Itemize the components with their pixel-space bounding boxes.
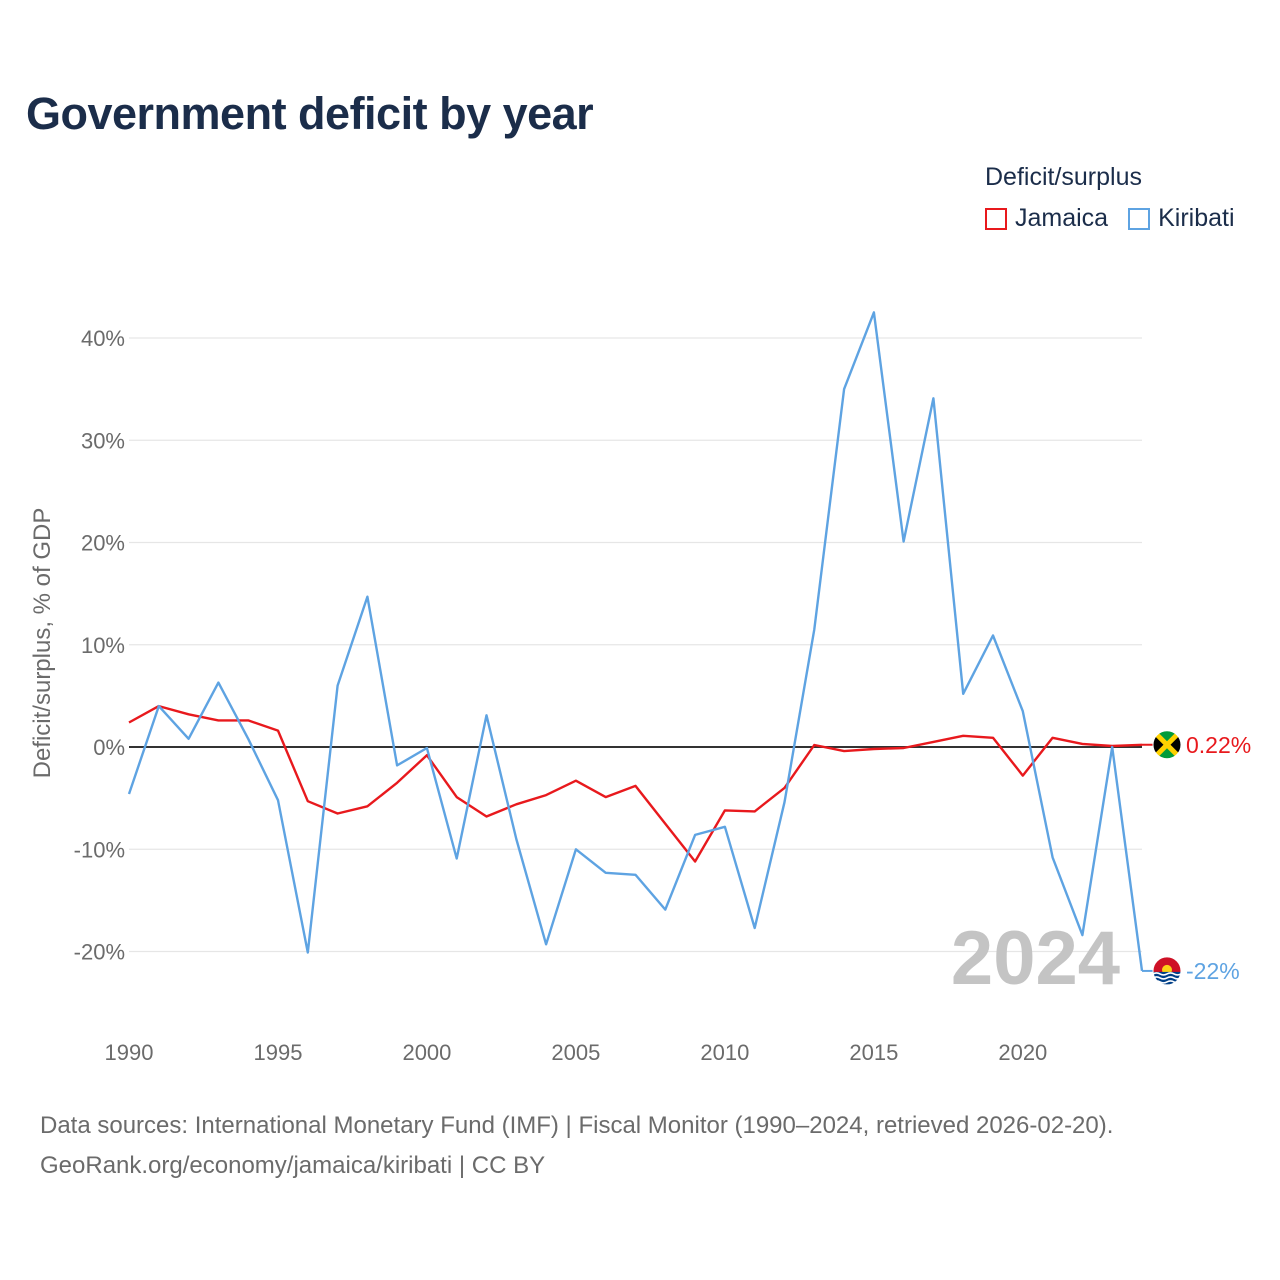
end-value-label-kiribati: -22% <box>1186 958 1240 984</box>
y-axis-label: Deficit/surplus, % of GDP <box>29 508 56 779</box>
y-tick-label: 20% <box>81 531 125 556</box>
series-lines <box>127 311 1144 972</box>
x-tick-label: 2000 <box>402 1040 451 1065</box>
end-markers: 0.22% -22% <box>1142 730 1251 986</box>
data-sources: Data sources: International Monetary Fun… <box>40 1106 1113 1186</box>
y-tick-label: 0% <box>93 735 125 760</box>
gridlines <box>129 337 1142 953</box>
legend-label-kiribati: Kiribati <box>1158 204 1235 232</box>
x-tick-label: 1995 <box>253 1040 302 1065</box>
x-tick-label: 2010 <box>700 1040 749 1065</box>
legend-label-jamaica: Jamaica <box>1015 204 1109 232</box>
legend-swatch-jamaica <box>985 207 1007 230</box>
y-tick-label: -20% <box>74 940 125 965</box>
y-tick-label: 40% <box>81 326 125 351</box>
series-line-jamaica[interactable] <box>128 704 1143 863</box>
y-tick-label: 10% <box>81 633 125 658</box>
line-chart: 40% 30% 20% 10% 0% -10% -20% 1990 1995 2000 2005 2… <box>29 311 1251 1065</box>
sources-link[interactable]: GeoRank.org/economy/jamaica/kiribati | C… <box>40 1152 546 1179</box>
y-tick-label: 30% <box>81 428 125 453</box>
y-tick-label: -10% <box>74 837 125 862</box>
year-watermark: 2024 <box>951 916 1120 1001</box>
x-tick-labels: 1990 1995 2000 2005 2010 2015 2020 <box>105 1040 1048 1065</box>
x-tick-label: 2005 <box>551 1040 600 1065</box>
legend-item-kiribati[interactable]: Kiribati <box>1128 204 1235 233</box>
legend-swatch-kiribati <box>1128 207 1151 230</box>
chart-title: Government deficit by year <box>26 88 594 139</box>
series-line-kiribati[interactable] <box>127 311 1144 972</box>
x-tick-label: 2020 <box>998 1040 1047 1065</box>
x-tick-label: 2015 <box>849 1040 898 1065</box>
legend: Jamaica Kiribati <box>985 204 1235 233</box>
x-tick-label: 1990 <box>105 1040 154 1065</box>
sources-line-1: Data sources: International Monetary Fun… <box>40 1112 1114 1139</box>
end-value-label-jamaica: 0.22% <box>1186 732 1251 758</box>
flag-icon-kiribati <box>1152 956 1182 986</box>
legend-title: Deficit/surplus <box>985 163 1142 191</box>
legend-item-jamaica[interactable]: Jamaica <box>985 204 1108 233</box>
flag-icon-jamaica <box>1152 730 1182 760</box>
y-tick-labels: 40% 30% 20% 10% 0% -10% -20% <box>74 326 125 965</box>
